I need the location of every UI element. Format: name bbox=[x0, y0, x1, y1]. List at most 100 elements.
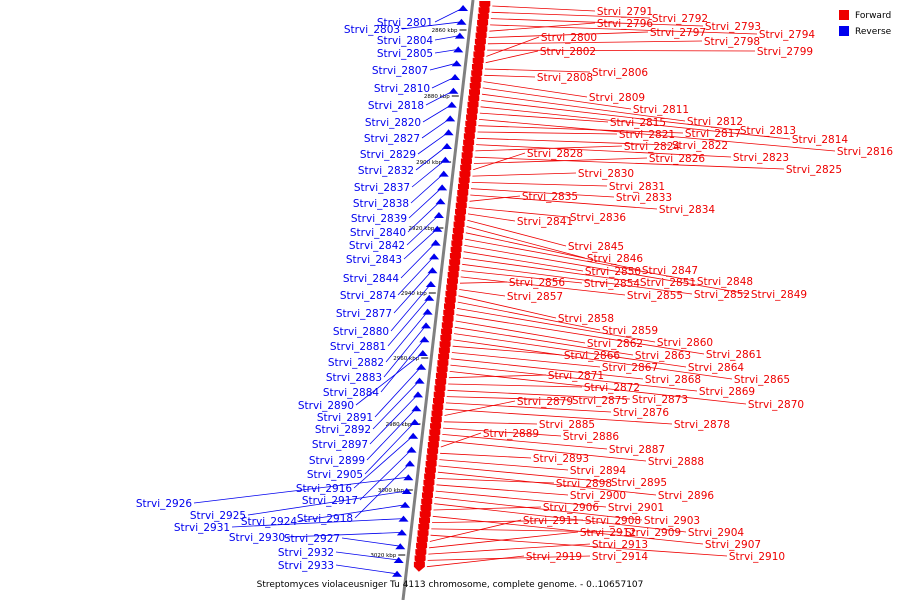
forward-gene-label: Strvi_2823 bbox=[733, 152, 789, 164]
legend-reverse-swatch bbox=[839, 26, 849, 36]
forward-gene-label: Strvi_2896 bbox=[658, 490, 715, 502]
reverse-gene-label: Strvi_2880 bbox=[333, 326, 389, 338]
forward-leader-line bbox=[462, 263, 693, 295]
forward-leader-line bbox=[482, 87, 632, 110]
forward-gene-label: Strvi_2895 bbox=[611, 477, 667, 489]
reverse-gene-label: Strvi_2892 bbox=[315, 424, 371, 436]
reverse-gene-label: Strvi_2801 bbox=[377, 17, 433, 29]
tick-label: 2960 kbp bbox=[393, 356, 419, 362]
forward-leader-line bbox=[489, 22, 596, 32]
forward-gene-label: Strvi_2871 bbox=[548, 370, 604, 382]
forward-gene-label: Strvi_2821 bbox=[619, 129, 675, 141]
reverse-gene-arrow bbox=[422, 308, 433, 315]
forward-gene-label: Strvi_2868 bbox=[645, 374, 701, 386]
legend-reverse-label: Reverse bbox=[855, 27, 892, 37]
reverse-gene-label: Strvi_2884 bbox=[323, 387, 380, 399]
reverse-gene-arrow bbox=[403, 474, 414, 481]
reverse-leader-line bbox=[434, 7, 464, 23]
forward-gene-label: Strvi_2901 bbox=[608, 502, 664, 514]
forward-gene-label: Strvi_2886 bbox=[563, 431, 620, 443]
reverse-gene-label: Strvi_2882 bbox=[328, 357, 384, 369]
forward-leader-line bbox=[473, 152, 526, 171]
forward-leader-line bbox=[451, 352, 601, 368]
reverse-gene-arrow bbox=[404, 460, 415, 467]
reverse-leader-line bbox=[400, 242, 436, 279]
forward-leader-line bbox=[440, 452, 532, 459]
tick-label: 3000 kbp bbox=[378, 488, 404, 494]
forward-leader-line bbox=[483, 81, 588, 98]
reverse-leader-line bbox=[369, 394, 419, 445]
forward-gene-label: Strvi_2793 bbox=[705, 21, 761, 33]
reverse-gene-arrow bbox=[424, 294, 435, 301]
forward-leader-line bbox=[432, 519, 584, 523]
reverse-gene-label: Strvi_2932 bbox=[278, 547, 334, 559]
forward-gene-label: Strvi_2876 bbox=[613, 407, 670, 419]
forward-gene-label: Strvi_2831 bbox=[609, 181, 665, 193]
reverse-leader-lines bbox=[193, 7, 464, 575]
forward-leader-line bbox=[458, 295, 557, 319]
forward-gene-label: Strvi_2885 bbox=[539, 419, 595, 431]
forward-gene-label: Strvi_2906 bbox=[543, 502, 600, 514]
forward-gene-label: Strvi_2870 bbox=[748, 399, 804, 411]
reverse-gene-label: Strvi_2839 bbox=[351, 213, 407, 225]
forward-gene-label: Strvi_2800 bbox=[541, 32, 597, 44]
forward-gene-label: Strvi_2824 bbox=[624, 141, 681, 153]
forward-leader-line bbox=[446, 396, 571, 401]
reverse-leader-line bbox=[411, 159, 446, 188]
forward-leader-line bbox=[429, 531, 579, 549]
forward-gene-label: Strvi_2826 bbox=[649, 153, 706, 165]
forward-leader-line bbox=[481, 93, 686, 122]
forward-leader-line bbox=[470, 188, 615, 198]
reverse-gene-arrow bbox=[437, 184, 448, 191]
forward-leader-line bbox=[468, 207, 569, 218]
forward-gene-label: Strvi_2861 bbox=[706, 349, 762, 361]
forward-leader-line bbox=[428, 543, 591, 555]
reverse-gene-label: Strvi_2924 bbox=[241, 516, 298, 528]
forward-gene-label: Strvi_2887 bbox=[609, 444, 665, 456]
reverse-gene-arrow bbox=[433, 212, 444, 218]
forward-leader-line bbox=[427, 555, 591, 561]
forward-leader-line bbox=[479, 119, 836, 152]
forward-leader-line bbox=[437, 471, 657, 496]
forward-leader-line bbox=[486, 36, 540, 57]
reverse-gene-label: Strvi_2803 bbox=[344, 24, 400, 36]
forward-gene-label: Strvi_2894 bbox=[570, 465, 627, 477]
reverse-leader-line bbox=[415, 145, 448, 171]
forward-leader-line bbox=[459, 289, 506, 297]
forward-leader-line bbox=[452, 345, 563, 356]
forward-leader-line bbox=[461, 270, 583, 284]
forward-gene-label: Strvi_2914 bbox=[592, 551, 649, 563]
reverse-leader-line bbox=[397, 256, 435, 296]
reverse-gene-label: Strvi_2874 bbox=[340, 290, 397, 302]
forward-leader-line bbox=[469, 195, 521, 202]
reverse-gene-arrow bbox=[458, 5, 469, 11]
forward-gene-label: Strvi_2862 bbox=[587, 338, 643, 350]
forward-gene-label: Strvi_2912 bbox=[580, 527, 636, 539]
reverse-gene-label: Strvi_2926 bbox=[136, 498, 193, 510]
forward-gene-label: Strvi_2872 bbox=[584, 382, 640, 394]
forward-gene-label: Strvi_2806 bbox=[592, 67, 649, 79]
forward-gene-label: Strvi_2911 bbox=[523, 515, 579, 527]
forward-gene-label: Strvi_2857 bbox=[507, 291, 563, 303]
forward-gene-label: Strvi_2825 bbox=[786, 164, 842, 176]
axis-line bbox=[401, 0, 475, 600]
forward-gene-label: Strvi_2903 bbox=[644, 515, 700, 527]
forward-leader-line bbox=[490, 18, 704, 27]
reverse-leader-line bbox=[408, 187, 443, 219]
reverse-gene-arrow bbox=[395, 543, 406, 550]
forward-gene-label: Strvi_2889 bbox=[483, 428, 539, 440]
forward-gene-label: Strvi_2919 bbox=[526, 551, 582, 563]
reverse-leader-line bbox=[380, 338, 425, 393]
forward-gene-label: Strvi_2792 bbox=[652, 13, 708, 25]
reverse-gene-label: Strvi_2931 bbox=[174, 522, 230, 534]
tick-label: 2980 kbp bbox=[386, 422, 412, 428]
forward-leader-line bbox=[439, 459, 569, 471]
reverse-gene-arrow bbox=[443, 129, 454, 136]
reverse-gene-label: Strvi_2917 bbox=[302, 495, 358, 507]
forward-leader-line bbox=[433, 506, 542, 511]
forward-gene-label: Strvi_2854 bbox=[584, 278, 641, 290]
reverse-gene-arrow bbox=[454, 32, 465, 39]
forward-leader-line bbox=[467, 219, 567, 247]
tick-label: 2900 kbp bbox=[416, 160, 442, 166]
